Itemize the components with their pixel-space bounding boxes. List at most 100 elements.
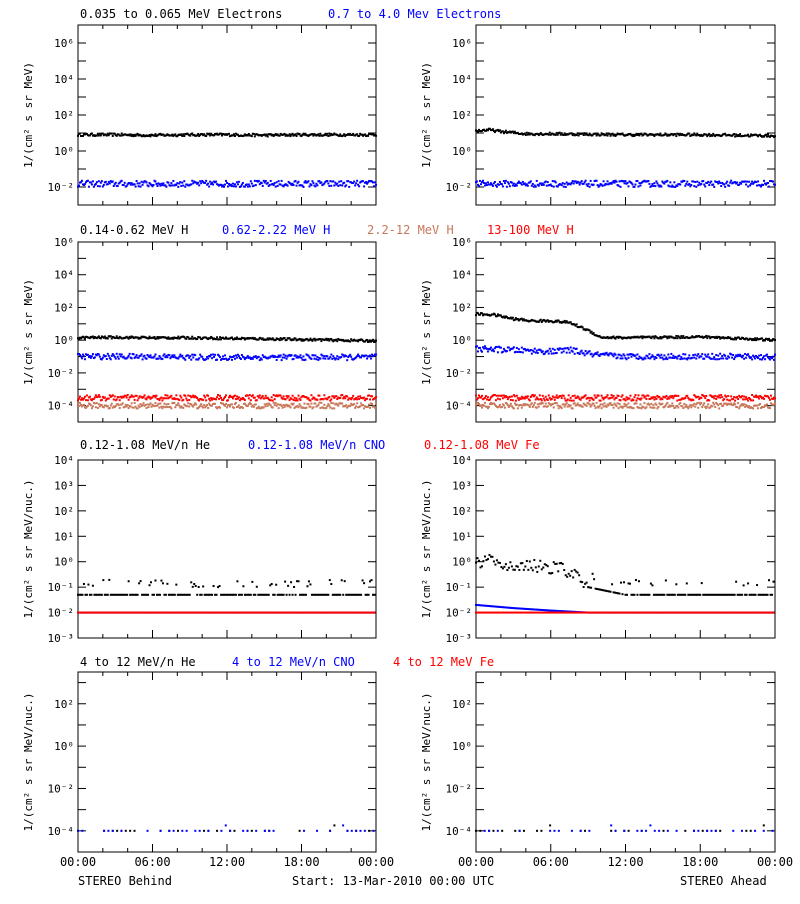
- data-point: [553, 186, 555, 188]
- data-point: [92, 405, 94, 407]
- data-point: [307, 403, 309, 405]
- data-point: [572, 576, 574, 578]
- data-point: [559, 132, 561, 134]
- data-point: [111, 355, 113, 357]
- data-point: [143, 402, 145, 404]
- data-point: [514, 569, 516, 571]
- data-point: [189, 594, 191, 596]
- data-point: [175, 584, 177, 586]
- data-point: [163, 403, 165, 405]
- data-point: [142, 404, 144, 406]
- data-point: [373, 185, 375, 187]
- data-point: [683, 403, 685, 405]
- data-point: [190, 581, 192, 583]
- data-point: [267, 135, 269, 137]
- data-point: [571, 182, 573, 184]
- data-point: [186, 405, 188, 407]
- data-point: [83, 583, 85, 585]
- data-point: [320, 181, 322, 183]
- data-point: [286, 395, 288, 397]
- data-point: [569, 575, 571, 577]
- data-point: [774, 402, 776, 404]
- data-point: [374, 594, 376, 596]
- data-point: [686, 395, 688, 397]
- data-point: [586, 582, 588, 584]
- data-point: [316, 399, 318, 401]
- data-point: [116, 398, 118, 400]
- data-point: [341, 394, 343, 396]
- data-point: [233, 407, 235, 409]
- data-point: [296, 185, 298, 187]
- data-point: [86, 394, 88, 396]
- data-point: [632, 399, 634, 401]
- data-point: [739, 133, 741, 135]
- data-point: [582, 326, 584, 328]
- data-point: [322, 357, 324, 359]
- data-point: [231, 403, 233, 405]
- data-point: [309, 583, 311, 585]
- data-point: [588, 183, 590, 185]
- series-header-label: 2.2-12 MeV H: [367, 223, 454, 237]
- data-point: [534, 394, 536, 396]
- data-point: [318, 135, 320, 137]
- data-point: [482, 180, 484, 182]
- data-point: [81, 594, 83, 596]
- data-point: [329, 180, 331, 182]
- data-point: [159, 402, 161, 404]
- data-point: [651, 183, 653, 185]
- y-tick-label: 10²: [54, 109, 74, 122]
- data-point: [717, 182, 719, 184]
- data-point: [300, 354, 302, 356]
- data-point: [521, 184, 523, 186]
- data-point: [760, 186, 762, 188]
- data-point: [487, 558, 489, 560]
- data-point: [96, 402, 98, 404]
- data-point: [512, 399, 514, 401]
- data-point: [744, 180, 746, 182]
- data-point: [499, 404, 501, 406]
- data-point: [287, 585, 289, 587]
- data-point: [521, 347, 523, 349]
- data-point: [644, 358, 646, 360]
- data-point: [768, 579, 770, 581]
- data-point: [177, 186, 179, 188]
- data-point: [717, 404, 719, 406]
- data-point: [485, 182, 487, 184]
- data-point: [310, 358, 312, 360]
- data-point: [89, 355, 91, 357]
- data-point: [252, 358, 254, 360]
- data-point: [232, 397, 234, 399]
- data-point: [653, 358, 655, 360]
- data-point: [251, 183, 253, 185]
- data-point: [91, 132, 93, 134]
- data-point: [190, 359, 192, 361]
- data-point: [735, 581, 737, 583]
- data-point: [236, 357, 238, 359]
- data-point: [501, 395, 503, 397]
- data-point: [119, 399, 121, 401]
- data-point: [606, 396, 608, 398]
- data-point: [743, 584, 745, 586]
- data-point: [322, 398, 324, 400]
- data-point: [509, 561, 511, 563]
- data-point: [333, 407, 335, 409]
- data-point: [236, 580, 238, 582]
- data-point: [711, 353, 713, 355]
- data-point: [536, 407, 538, 409]
- data-point: [635, 400, 637, 402]
- data-point: [574, 353, 576, 355]
- data-point: [683, 357, 685, 359]
- data-point: [222, 355, 224, 357]
- data-point: [256, 399, 258, 401]
- data-point: [96, 181, 98, 183]
- plot-frame: [476, 242, 775, 422]
- data-point: [250, 399, 252, 401]
- data-point: [320, 340, 322, 342]
- data-point: [598, 395, 600, 397]
- data-point: [220, 133, 222, 135]
- data-point: [323, 404, 325, 406]
- data-point: [111, 403, 113, 405]
- data-point: [128, 338, 130, 340]
- data-point: [581, 350, 583, 352]
- data-point: [213, 356, 215, 358]
